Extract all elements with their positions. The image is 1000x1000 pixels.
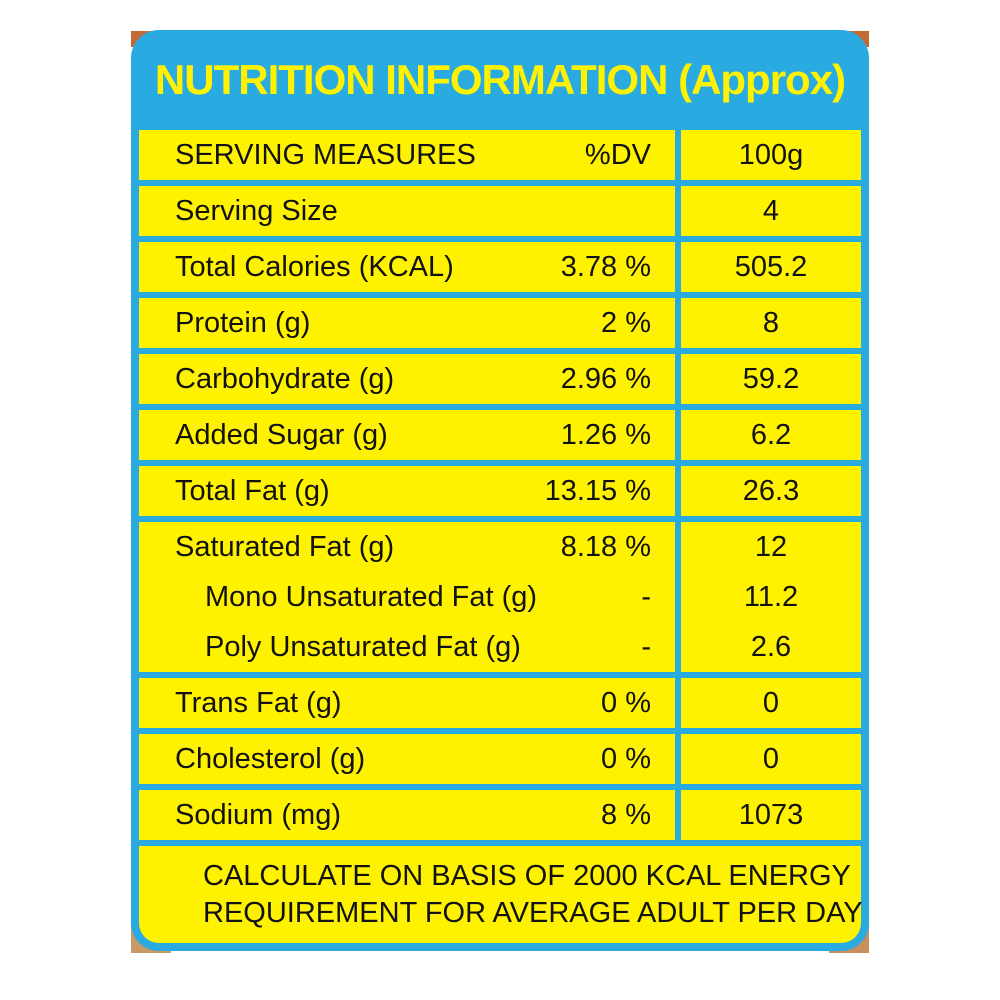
table-row: Cholesterol (g) 0 % 0 [139, 734, 861, 784]
dv-value: 2.96 % [560, 362, 651, 395]
dv-value: - [641, 580, 651, 613]
table-line: Serving Size [175, 186, 651, 236]
label-cell: Protein (g) 2 % [139, 298, 675, 348]
nutrient-label: Added Sugar (g) [175, 418, 388, 451]
footer-note: CALCULATE ON BASIS OF 2000 KCAL ENERGY R… [139, 846, 863, 943]
table-line: Trans Fat (g) 0 % [175, 678, 651, 728]
amount-cell: 6.2 [681, 410, 861, 460]
amount-cell: 505.2 [681, 242, 861, 292]
table-row: Carbohydrate (g) 2.96 % 59.2 [139, 354, 861, 404]
table-row: Trans Fat (g) 0 % 0 [139, 678, 861, 728]
amount-value: 0 [762, 686, 780, 719]
nutrient-label: Mono Unsaturated Fat (g) [205, 580, 538, 613]
amount-value: 59.2 [742, 362, 800, 395]
amount-cell: 4 [681, 186, 861, 236]
nutrient-label: Saturated Fat (g) [175, 530, 395, 563]
nutrient-label: Total Calories (KCAL) [175, 250, 454, 283]
dv-value: 3.78 % [560, 250, 651, 283]
amount-value: 11.2 [743, 580, 799, 613]
table-row: Serving Size 4 [139, 186, 861, 236]
nutrition-label-card: NUTRITION INFORMATION (Approx) SERVING M… [131, 30, 869, 951]
label-cell: SERVING MEASURES %DV [139, 130, 675, 180]
amount-value: 0 [762, 742, 780, 775]
nutrient-label: Cholesterol (g) [175, 742, 366, 775]
nutrition-table: SERVING MEASURES %DV 100g Serving Size 4 Tota… [139, 130, 861, 840]
nutrient-label: Carbohydrate (g) [175, 362, 395, 395]
amount-cell: 12 11.2 2.6 [681, 522, 861, 672]
table-line: Sodium (mg) 8 % [175, 790, 651, 840]
amount-cell: 0 [681, 678, 861, 728]
table-line: Total Fat (g) 13.15 % [175, 466, 651, 516]
dv-value: 0 % [601, 742, 651, 775]
amount-value: 100g [738, 138, 804, 171]
amount-value: 8 [762, 306, 780, 339]
label-cell: Added Sugar (g) 1.26 % [139, 410, 675, 460]
amount-cell: 0 [681, 734, 861, 784]
label-cell: Sodium (mg) 8 % [139, 790, 675, 840]
label-cell: Total Fat (g) 13.15 % [139, 466, 675, 516]
table-line: Protein (g) 2 % [175, 298, 651, 348]
nutrient-label: Serving Size [175, 194, 338, 227]
nutrient-label: Poly Unsaturated Fat (g) [205, 630, 521, 663]
table-row: Total Fat (g) 13.15 % 26.3 [139, 466, 861, 516]
dv-value: 2 % [601, 306, 651, 339]
nutrient-label: Protein (g) [175, 306, 311, 339]
table-line: Added Sugar (g) 1.26 % [175, 410, 651, 460]
table-line: SERVING MEASURES %DV [175, 130, 651, 180]
label-title: NUTRITION INFORMATION (Approx) [154, 56, 846, 103]
table-row: Protein (g) 2 % 8 [139, 298, 861, 348]
table-line: Cholesterol (g) 0 % [175, 734, 651, 784]
table-line: Mono Unsaturated Fat (g) - [175, 572, 651, 622]
amount-cell: 1073 [681, 790, 861, 840]
amount-value: 2.6 [750, 630, 792, 663]
nutrient-label: Trans Fat (g) [175, 686, 342, 719]
nutrient-label: SERVING MEASURES [175, 138, 476, 171]
table-line: Saturated Fat (g) 8.18 % [175, 522, 651, 572]
table-header-row: SERVING MEASURES %DV 100g [139, 130, 861, 180]
table-line: Total Calories (KCAL) 3.78 % [175, 242, 651, 292]
footer-note-line: REQUIREMENT FOR AVERAGE ADULT PER DAY [203, 896, 863, 929]
table-row: Sodium (mg) 8 % 1073 [139, 790, 861, 840]
dv-value: 1.26 % [560, 418, 651, 451]
amount-value: 12 [754, 530, 788, 563]
amount-cell: 59.2 [681, 354, 861, 404]
amount-value: 26.3 [742, 474, 800, 507]
label-cell: Saturated Fat (g) 8.18 % Mono Unsaturated … [139, 522, 675, 672]
amount-cell: 26.3 [681, 466, 861, 516]
table-line: Carbohydrate (g) 2.96 % [175, 354, 651, 404]
label-cell: Carbohydrate (g) 2.96 % [139, 354, 675, 404]
dv-value: 8 % [601, 798, 651, 831]
label-cell: Total Calories (KCAL) 3.78 % [139, 242, 675, 292]
label-cell: Trans Fat (g) 0 % [139, 678, 675, 728]
amount-cell: 8 [681, 298, 861, 348]
table-row: Saturated Fat (g) 8.18 % Mono Unsaturated … [139, 522, 861, 672]
label-cell: Serving Size [139, 186, 675, 236]
amount-cell: 100g [681, 130, 861, 180]
dv-value: %DV [584, 138, 651, 171]
amount-value: 6.2 [750, 418, 792, 451]
table-line: Poly Unsaturated Fat (g) - [175, 622, 651, 672]
table-row: Added Sugar (g) 1.26 % 6.2 [139, 410, 861, 460]
dv-value: - [641, 630, 651, 663]
dv-value: 8.18 % [560, 530, 651, 563]
amount-value: 1073 [738, 798, 804, 831]
label-cell: Cholesterol (g) 0 % [139, 734, 675, 784]
nutrient-label: Sodium (mg) [175, 798, 341, 831]
dv-value: 13.15 % [544, 474, 651, 507]
amount-value: 4 [762, 194, 780, 227]
footer-note-line: CALCULATE ON BASIS OF 2000 KCAL ENERGY [203, 859, 851, 892]
dv-value: 0 % [601, 686, 651, 719]
table-row: Total Calories (KCAL) 3.78 % 505.2 [139, 242, 861, 292]
label-header-band: NUTRITION INFORMATION (Approx) [139, 30, 861, 130]
nutrient-label: Total Fat (g) [175, 474, 330, 507]
amount-value: 505.2 [734, 250, 808, 283]
